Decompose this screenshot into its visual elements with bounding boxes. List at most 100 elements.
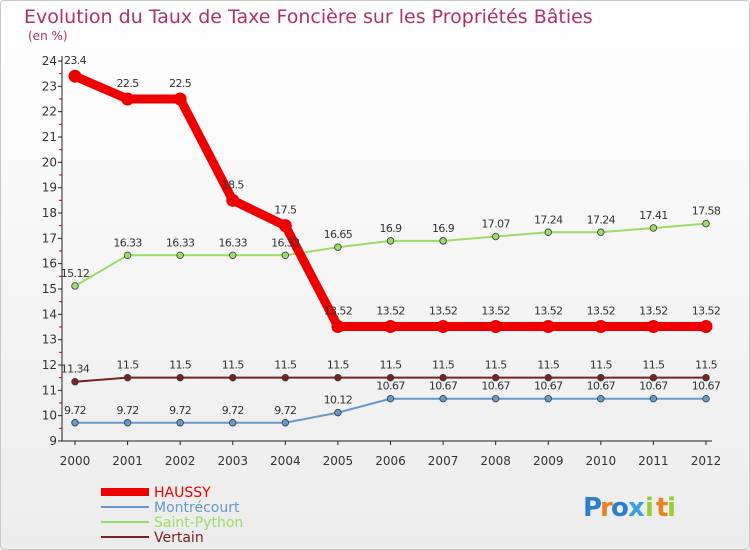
data-point — [702, 394, 710, 403]
data-label: 13.52 — [639, 304, 668, 317]
data-label: 16.33 — [113, 236, 142, 249]
x-tick-label: 2003 — [217, 454, 248, 468]
series-layer — [68, 69, 713, 427]
data-label: 9.72 — [169, 404, 191, 417]
data-label: 16.9 — [432, 222, 455, 235]
data-point — [176, 251, 184, 260]
logo-letter: x — [628, 493, 645, 523]
data-label: 9.72 — [64, 404, 86, 417]
data-point — [597, 373, 605, 382]
data-label: 22.5 — [117, 77, 140, 90]
x-tick-label: 2007 — [428, 454, 459, 468]
data-point — [491, 373, 500, 382]
data-label: 11.5 — [327, 359, 350, 372]
y-tick-label: 15 — [42, 282, 57, 296]
data-point — [71, 378, 79, 386]
x-tick-label: 2012 — [691, 454, 722, 468]
data-point — [176, 373, 184, 382]
data-point — [281, 251, 290, 260]
data-label: 11.5 — [537, 359, 560, 372]
data-label: 11.5 — [485, 359, 508, 372]
x-tick-label: 2005 — [323, 454, 354, 468]
x-tick-label: 2004 — [270, 454, 301, 468]
y-tick-label: 20 — [42, 155, 57, 169]
legend-entry: Montrécourt — [154, 500, 240, 516]
y-tick-label: 13 — [42, 333, 57, 347]
y-tick-label: 22 — [42, 105, 57, 119]
data-label: 11.5 — [169, 359, 192, 372]
data-label: 10.67 — [429, 380, 458, 393]
data-point — [281, 373, 290, 382]
x-tick-label: 2011 — [638, 454, 669, 468]
data-label: 10.67 — [376, 380, 405, 393]
data-label: 16.9 — [379, 222, 402, 235]
legend-entry: Vertain — [154, 530, 204, 546]
data-point — [121, 92, 135, 106]
data-point — [334, 408, 342, 417]
data-label: 13.52 — [587, 304, 616, 317]
data-label: 15.12 — [61, 267, 90, 280]
data-label: 13.52 — [481, 304, 510, 317]
data-point — [68, 69, 82, 83]
data-point — [384, 319, 397, 333]
data-point — [278, 219, 292, 233]
legend-entry: Saint-Python — [154, 515, 243, 531]
series-line-haussy — [70, 71, 711, 331]
data-point — [439, 394, 447, 403]
data-label: 23.4 — [64, 54, 87, 67]
y-tick-label: 23 — [42, 79, 57, 93]
data-label: 11.5 — [222, 359, 245, 372]
data-point — [71, 419, 79, 427]
data-label: 22.5 — [169, 77, 192, 90]
data-point — [649, 224, 658, 232]
data-label: 13.52 — [324, 304, 353, 317]
data-label: 11.5 — [117, 359, 140, 372]
y-tick-label: 12 — [42, 358, 57, 372]
data-label: 13.52 — [376, 304, 405, 317]
data-label: 10.12 — [324, 394, 353, 407]
y-tick-label: 9 — [49, 434, 57, 448]
data-label: 11.5 — [590, 359, 613, 372]
logo-letter: P — [583, 493, 602, 523]
data-label: 11.5 — [274, 359, 297, 372]
data-label: 16.65 — [324, 228, 353, 241]
logo-letter: i — [667, 493, 676, 523]
data-point — [123, 373, 132, 382]
data-point — [646, 319, 660, 333]
data-label: 17.24 — [587, 213, 616, 226]
y-tick-label: 17 — [42, 231, 57, 245]
data-label: 10.67 — [692, 380, 721, 393]
data-point — [541, 319, 555, 333]
data-point — [699, 319, 713, 333]
data-label: 11.5 — [642, 359, 665, 372]
axes: 9 10 11 12 13 14 15 16 17 18 19 20 21 22 23 24 2000 2001 2… — [42, 54, 722, 468]
y-tick-label: 11 — [42, 383, 57, 397]
data-point — [334, 373, 342, 382]
logo-letter: o — [611, 493, 629, 523]
logo-letter: t — [656, 493, 668, 523]
data-point — [544, 228, 552, 236]
x-tick-label: 2001 — [112, 454, 143, 468]
data-label: 16.33 — [271, 236, 300, 249]
data-point — [649, 394, 658, 403]
x-tick-label: 2000 — [60, 454, 91, 468]
data-point — [436, 319, 450, 333]
data-label: 17.07 — [481, 218, 510, 231]
x-tick-label: 2008 — [480, 454, 511, 468]
x-tick-label: 2010 — [586, 454, 617, 468]
data-point — [597, 228, 605, 236]
data-point — [702, 219, 710, 228]
data-point — [226, 193, 240, 207]
data-label: 9.72 — [117, 404, 139, 417]
chart-title: Evolution du Taux de Taxe Foncière sur l… — [24, 6, 593, 28]
legend-entry: HAUSSY — [154, 485, 211, 501]
logo-letter: r — [600, 493, 613, 523]
data-label: 10.67 — [481, 380, 510, 393]
data-point — [597, 394, 605, 403]
x-tick-label: 2006 — [375, 454, 406, 468]
data-label: 17.41 — [639, 209, 668, 222]
data-label: 13.52 — [429, 304, 458, 317]
data-point — [649, 373, 658, 382]
